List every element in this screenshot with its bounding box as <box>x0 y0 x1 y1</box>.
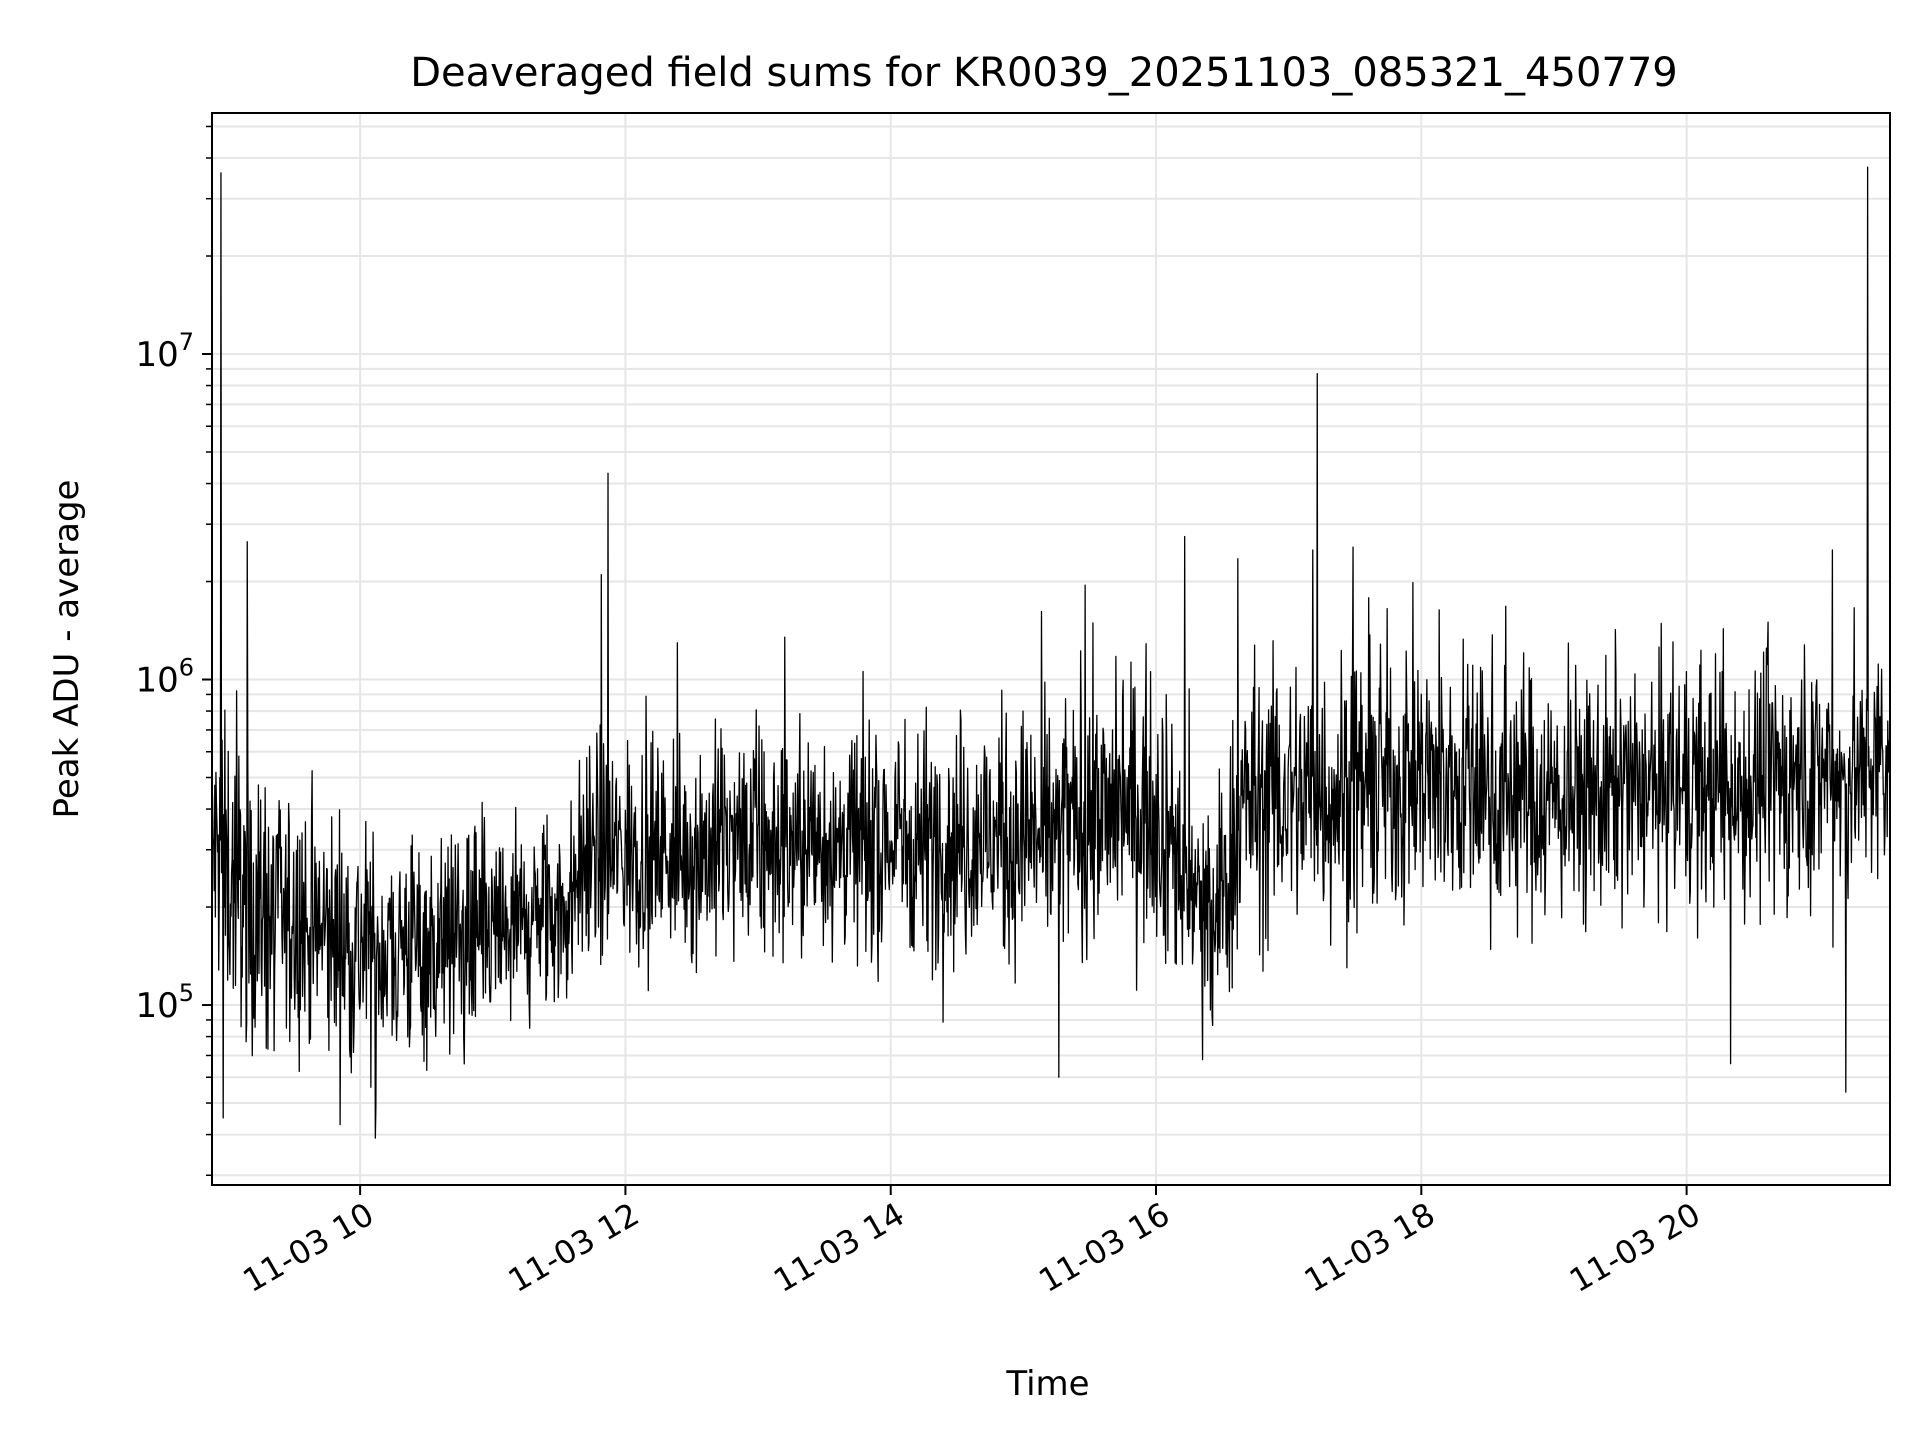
series-line <box>211 166 1891 1139</box>
x-tick-label: 11-03 12 <box>502 1195 646 1300</box>
plot-frame <box>211 112 1891 1186</box>
x-tick-label: 11-03 16 <box>1032 1195 1176 1300</box>
x-tick-label: 11-03 20 <box>1563 1195 1707 1300</box>
y-tick-label: 105 <box>135 979 194 1026</box>
x-tick-label: 11-03 18 <box>1298 1195 1442 1300</box>
y-axis: 105 106 107 <box>135 125 212 1176</box>
x-tick-label: 11-03 10 <box>237 1195 381 1300</box>
x-tick-label: 11-03 14 <box>767 1195 911 1300</box>
x-axis: 11-03 10 11-03 12 11-03 14 11-03 16 11-03 18… <box>237 1185 1707 1300</box>
y-axis-label: Peak ADU - average <box>47 480 87 819</box>
y-tick-label: 107 <box>135 328 194 375</box>
y-tick-label: 106 <box>135 654 194 701</box>
chart-title: Deaveraged field sums for KR0039_2025110… <box>410 50 1678 96</box>
x-axis-label: Time <box>1005 1364 1089 1404</box>
series-layer <box>211 166 1891 1139</box>
